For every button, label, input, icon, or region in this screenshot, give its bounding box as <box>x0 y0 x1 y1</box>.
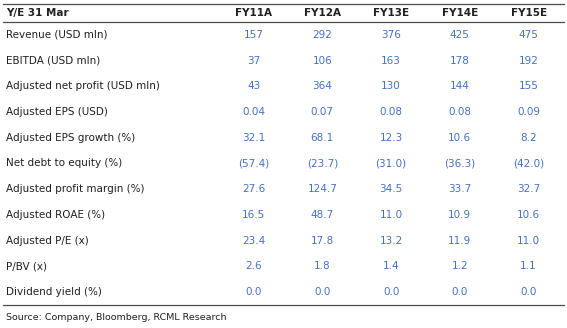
Text: 10.6: 10.6 <box>448 133 471 143</box>
Text: FY13E: FY13E <box>373 8 409 18</box>
Text: (57.4): (57.4) <box>238 158 269 169</box>
Text: 17.8: 17.8 <box>311 236 334 246</box>
Text: 11.0: 11.0 <box>379 210 403 220</box>
Text: 37: 37 <box>247 55 260 66</box>
Text: Adjusted ROAE (%): Adjusted ROAE (%) <box>6 210 105 220</box>
Text: 11.0: 11.0 <box>517 236 540 246</box>
Text: 68.1: 68.1 <box>311 133 334 143</box>
Text: Y/E 31 Mar: Y/E 31 Mar <box>6 8 69 18</box>
Text: Source: Company, Bloomberg, RCML Research: Source: Company, Bloomberg, RCML Researc… <box>6 313 226 321</box>
Text: 163: 163 <box>381 55 401 66</box>
Text: (23.7): (23.7) <box>307 158 338 169</box>
Text: Net debt to equity (%): Net debt to equity (%) <box>6 158 122 169</box>
Text: 33.7: 33.7 <box>448 184 472 194</box>
Text: 13.2: 13.2 <box>379 236 403 246</box>
Text: 32.7: 32.7 <box>517 184 540 194</box>
Text: 16.5: 16.5 <box>242 210 265 220</box>
Text: 0.0: 0.0 <box>452 287 468 297</box>
Text: EBITDA (USD mln): EBITDA (USD mln) <box>6 55 100 66</box>
Text: (31.0): (31.0) <box>375 158 407 169</box>
Text: 10.6: 10.6 <box>517 210 540 220</box>
Text: 0.09: 0.09 <box>517 107 540 117</box>
Text: FY11A: FY11A <box>235 8 272 18</box>
Text: 0.0: 0.0 <box>383 287 399 297</box>
Text: Adjusted EPS (USD): Adjusted EPS (USD) <box>6 107 108 117</box>
Text: 32.1: 32.1 <box>242 133 265 143</box>
Text: 0.0: 0.0 <box>521 287 537 297</box>
Text: 0.0: 0.0 <box>314 287 331 297</box>
Text: FY15E: FY15E <box>510 8 547 18</box>
Text: Adjusted EPS growth (%): Adjusted EPS growth (%) <box>6 133 136 143</box>
Text: 10.9: 10.9 <box>448 210 471 220</box>
Text: 364: 364 <box>312 81 332 91</box>
Text: (36.3): (36.3) <box>444 158 476 169</box>
Text: 11.9: 11.9 <box>448 236 472 246</box>
Text: FY12A: FY12A <box>304 8 341 18</box>
Text: 475: 475 <box>519 30 539 40</box>
Text: 0.08: 0.08 <box>380 107 403 117</box>
Text: 12.3: 12.3 <box>379 133 403 143</box>
Text: 8.2: 8.2 <box>521 133 537 143</box>
Text: 0.07: 0.07 <box>311 107 334 117</box>
Text: 144: 144 <box>450 81 470 91</box>
Text: 0.04: 0.04 <box>242 107 265 117</box>
Text: 1.4: 1.4 <box>383 261 399 271</box>
Text: 48.7: 48.7 <box>311 210 334 220</box>
Text: 106: 106 <box>312 55 332 66</box>
Text: 376: 376 <box>381 30 401 40</box>
Text: 192: 192 <box>519 55 539 66</box>
Text: 157: 157 <box>244 30 264 40</box>
Text: 34.5: 34.5 <box>379 184 403 194</box>
Text: 425: 425 <box>450 30 470 40</box>
Text: (42.0): (42.0) <box>513 158 544 169</box>
Text: 1.1: 1.1 <box>521 261 537 271</box>
Text: Adjusted net profit (USD mln): Adjusted net profit (USD mln) <box>6 81 160 91</box>
Text: 43: 43 <box>247 81 260 91</box>
Text: Revenue (USD mln): Revenue (USD mln) <box>6 30 108 40</box>
Text: 1.2: 1.2 <box>451 261 468 271</box>
Text: Adjusted P/E (x): Adjusted P/E (x) <box>6 236 89 246</box>
Text: 178: 178 <box>450 55 470 66</box>
Text: 27.6: 27.6 <box>242 184 265 194</box>
Text: Dividend yield (%): Dividend yield (%) <box>6 287 102 297</box>
Text: Adjusted profit margin (%): Adjusted profit margin (%) <box>6 184 145 194</box>
Text: 155: 155 <box>519 81 539 91</box>
Text: 1.8: 1.8 <box>314 261 331 271</box>
Text: 23.4: 23.4 <box>242 236 265 246</box>
Text: 292: 292 <box>312 30 332 40</box>
Text: 0.0: 0.0 <box>246 287 262 297</box>
Text: P/BV (x): P/BV (x) <box>6 261 47 271</box>
Text: 124.7: 124.7 <box>307 184 337 194</box>
Text: 0.08: 0.08 <box>448 107 471 117</box>
Text: 130: 130 <box>381 81 401 91</box>
Text: 2.6: 2.6 <box>246 261 262 271</box>
Text: FY14E: FY14E <box>442 8 478 18</box>
